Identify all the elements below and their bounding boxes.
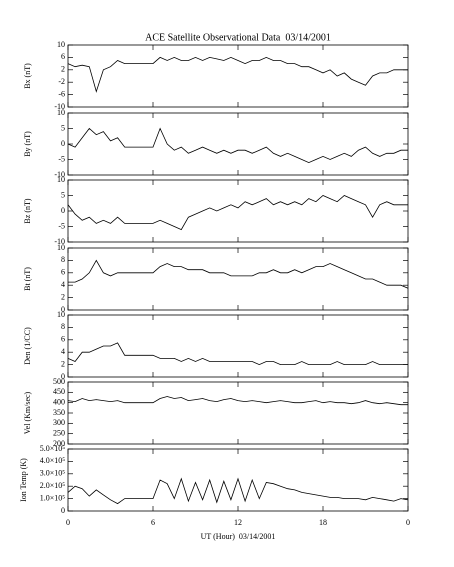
y-tick-label: 5 [61,123,65,132]
y-tick-label: 6 [61,52,65,61]
y-tick-label: 8 [61,322,65,331]
y-axis-label: Den (1/CC) [23,327,32,365]
y-tick-label: -6 [58,89,65,98]
y-tick-label: 4.0×10⁵ [40,456,66,465]
panel-frame [67,381,409,445]
data-line [67,127,408,164]
x-tick-label: 0 [66,518,70,527]
y-tick-label: 0 [61,206,65,215]
data-line [67,56,408,93]
y-tick-label: 0 [61,506,65,515]
y-axis-label: Bx (nT) [23,63,32,89]
y-axis-label: Bt (nT) [23,267,32,291]
y-tick-label: 250 [53,428,65,437]
y-tick-label: 10 [57,175,65,184]
chart-title: ACE Satellite Observational Data 03/14/2… [145,32,331,43]
y-tick-label: 400 [53,397,65,406]
y-tick-label: 5 [61,190,65,199]
panel-frame [67,44,409,108]
y-tick-label: 4 [61,347,65,356]
panel-frame [67,179,409,243]
y-tick-label: -10 [54,102,65,111]
x-tick-label: 0 [406,518,410,527]
y-tick-label: 2 [61,65,65,74]
y-tick-label: 10 [57,40,65,49]
y-tick-label: -10 [54,237,65,246]
data-line [68,259,409,289]
x-axis-label: UT (Hour) 03/14/2001 [201,532,276,541]
y-tick-label: 300 [53,418,65,427]
data-line [67,195,408,231]
y-tick-label: 4 [61,280,65,289]
y-tick-label: -2 [58,77,65,86]
data-line [67,477,409,505]
y-tick-label: -10 [54,170,65,179]
y-tick-label: 10 [57,243,65,252]
y-tick-label: 500 [53,377,65,386]
y-tick-label: 6 [61,268,65,277]
y-tick-label: 2.0×10⁵ [40,481,66,490]
panel-frame [67,247,409,311]
y-tick-label: 0 [61,372,65,381]
panel-frame [67,112,409,176]
y-tick-label: 0 [61,139,65,148]
y-tick-label: 8 [61,255,65,264]
y-axis-label: Vel (Km/sec) [23,391,32,434]
y-tick-label: 10 [57,310,65,319]
x-tick-label: 18 [319,518,327,527]
y-tick-label: 6 [61,335,65,344]
data-line [67,396,408,406]
y-tick-label: 2 [61,359,65,368]
y-axis-label: By (nT) [23,131,32,157]
y-tick-label: 1.0×10⁵ [40,493,66,502]
y-tick-label: -5 [58,221,65,230]
y-tick-label: 200 [53,439,65,448]
data-line [67,342,408,366]
y-tick-label: 0 [61,305,65,314]
y-tick-label: 350 [53,408,65,417]
y-tick-label: -5 [58,154,65,163]
y-tick-label: 450 [53,387,65,396]
y-tick-label: 3.0×10⁵ [40,469,66,478]
y-axis-label: Ion Temp (K) [19,458,28,502]
x-tick-label: 6 [151,518,155,527]
y-tick-label: 5.0×10⁵ [40,444,66,453]
y-tick-label: 10 [57,108,65,117]
y-axis-label: Bz (nT) [23,198,32,223]
y-tick-label: 2 [61,292,65,301]
x-tick-label: 12 [234,518,242,527]
